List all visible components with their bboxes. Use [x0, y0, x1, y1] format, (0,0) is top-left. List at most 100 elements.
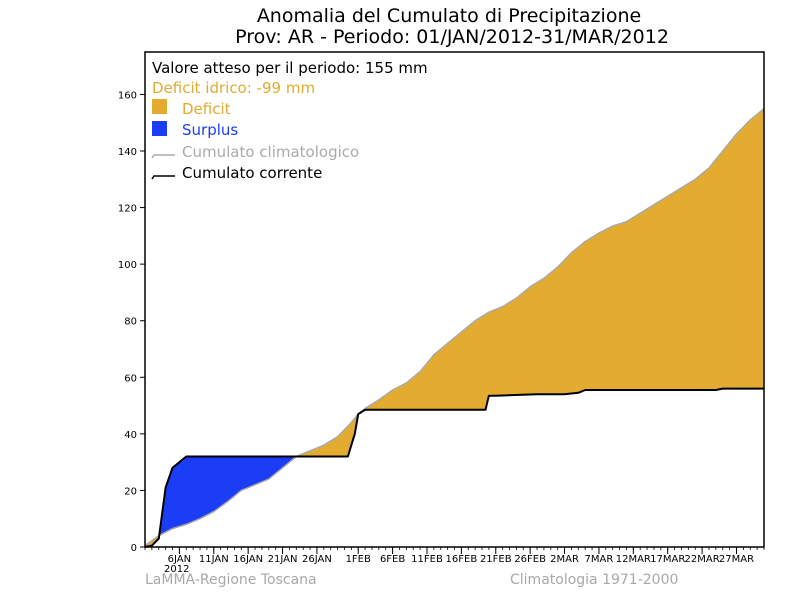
clim-line-point [515, 297, 518, 299]
y-tick-label: 120 [118, 204, 137, 215]
legend-surplus-label: Surplus [182, 121, 238, 139]
current-line-point [653, 389, 655, 391]
current-line-point [357, 413, 359, 415]
x-tick-label: 22MAR [685, 554, 720, 565]
clim-line-point [694, 178, 696, 180]
current-line-point [412, 409, 414, 411]
clim-line-point [185, 523, 187, 526]
y-tick-label: 100 [118, 260, 137, 271]
current-line-point [178, 461, 180, 463]
clim-line-point [639, 212, 641, 214]
current-line-point [687, 389, 689, 391]
x-tick-label: 2MAR [550, 554, 579, 565]
clim-line-point [405, 382, 407, 384]
clim-line-point [653, 204, 655, 206]
x-tick-label: 27MAR [719, 554, 754, 565]
current-line-point [337, 455, 339, 458]
current-line-point [161, 512, 163, 514]
clim-line-point [378, 399, 380, 401]
clim-line-point [625, 221, 628, 223]
clim-line-point [529, 286, 531, 288]
legend-expected-value: Valore atteso per il periodo: 155 mm [152, 59, 428, 77]
deficit-area [358, 108, 764, 415]
clim-line-point [749, 119, 751, 121]
clim-line-point [570, 252, 573, 254]
legend-deficit-swatch [152, 99, 167, 114]
x-tick-label: 26JAN [302, 554, 332, 565]
clim-line-point [364, 407, 366, 409]
clim-line-point [502, 306, 504, 308]
clim-line-point [543, 277, 545, 279]
legend-current-line-sample [151, 175, 175, 180]
y-tick-label: 20 [124, 486, 137, 497]
current-line-point [275, 455, 277, 458]
x-tick-label: 21JAN [268, 554, 298, 565]
current-line-point [484, 409, 487, 411]
clim-line-point [309, 450, 311, 452]
clim-line-point [419, 371, 421, 373]
clim-line-point [213, 511, 215, 513]
clim-line-point [171, 528, 174, 530]
current-line-point [364, 409, 366, 411]
current-line-point [584, 389, 586, 391]
x-tick-label: 6JAN [168, 554, 191, 565]
legend: Valore atteso per il periodo: 155 mm Def… [151, 59, 428, 182]
current-line-point [495, 395, 497, 397]
y-tick-label: 160 [118, 90, 137, 101]
clim-line-point [735, 133, 738, 135]
clim-line-point [612, 225, 614, 227]
current-line-point [715, 389, 717, 391]
clim-line-point [584, 240, 586, 243]
x-tick-label: 17MAR [650, 554, 685, 565]
y-tick-label: 60 [124, 373, 137, 384]
legend-clim-line-sample [151, 154, 175, 159]
clim-line-point [199, 518, 201, 520]
x-tick-label: 7MAR [585, 554, 614, 565]
current-line-point [350, 444, 352, 446]
clim-line-point [447, 342, 449, 344]
x-tick-label: 1FEB [346, 554, 371, 565]
clim-line-point [240, 489, 242, 491]
clim-line-point [392, 389, 394, 391]
clim-line-point [488, 311, 490, 313]
y-tick-label: 80 [124, 317, 137, 328]
y-axis: 0 20 40 60 80 100 120 140 160 [118, 90, 145, 554]
surplus-area [158, 456, 297, 539]
current-line-point [347, 455, 349, 458]
x-year-label: 2012 [164, 564, 189, 575]
x-tick-label: 21FEB [480, 554, 512, 565]
deficit-area [296, 414, 359, 457]
legend-surplus-swatch [152, 121, 167, 136]
clim-line-point [598, 232, 600, 234]
x-axis: 6JAN 11JAN 16JAN 21JAN 26JAN 1FEB 6FEB 11FEB 16F… [144, 547, 765, 565]
clim-line-point [433, 354, 435, 356]
clim-line-point [226, 501, 229, 503]
y-tick-label: 0 [131, 543, 137, 554]
current-line-point [309, 455, 311, 458]
legend-deficit-label: Deficit [182, 100, 231, 118]
current-line-point [165, 487, 167, 489]
clim-line-point [350, 421, 352, 424]
x-tick-label: 26FEB [514, 554, 546, 565]
x-tick-label: 11FEB [411, 554, 443, 565]
current-line-point [240, 455, 242, 458]
current-line-point [488, 395, 490, 397]
y-tick-label: 140 [118, 147, 137, 158]
chart-title: Anomalia del Cumulato di Precipitazione [257, 5, 641, 27]
clim-line-point [254, 484, 256, 486]
clim-line-point [667, 195, 669, 197]
x-tick-label: 6FEB [380, 554, 405, 565]
clim-line-point [722, 150, 724, 152]
current-line-point [158, 537, 160, 540]
x-tick-label: 16JAN [233, 554, 263, 565]
clim-line-point [680, 187, 683, 189]
y-tick-label: 40 [124, 430, 137, 441]
footer-right: Climatologia 1971-2000 [510, 572, 678, 588]
clim-line-point [268, 478, 270, 480]
clim-line-point [460, 331, 462, 333]
clim-line-point [323, 444, 325, 446]
legend-deficit-idrico: Deficit idrico: -99 mm [152, 79, 315, 97]
clim-line-point [282, 467, 284, 469]
clim-line-point [337, 436, 339, 438]
